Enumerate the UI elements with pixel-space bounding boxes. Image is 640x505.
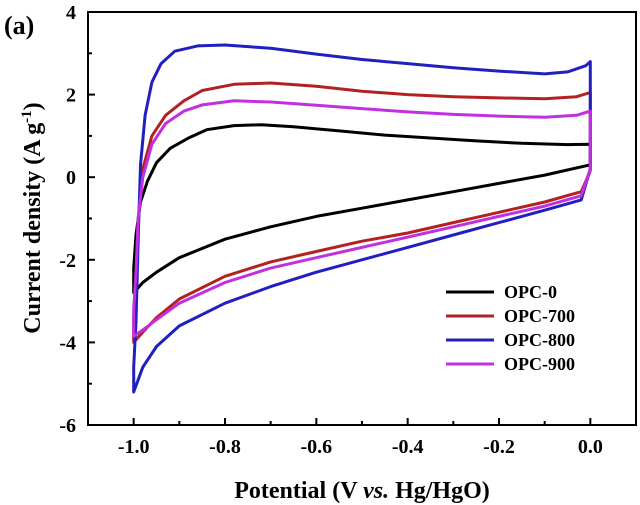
x-tick-label: -0.2 bbox=[483, 436, 515, 458]
y-axis-title: Current density (A g-1) bbox=[19, 102, 46, 333]
y-tick-label: 2 bbox=[66, 85, 76, 107]
series-line-opc-900 bbox=[132, 99, 592, 338]
x-tick-label: 0.0 bbox=[578, 436, 603, 458]
legend: OPC-0 OPC-700 OPC-800 OPC-900 bbox=[446, 282, 575, 374]
legend-label: OPC-700 bbox=[504, 306, 575, 326]
x-tick-label: -0.4 bbox=[392, 436, 424, 458]
y-axis-ticks: -6 -4 -2 0 2 4 bbox=[59, 2, 95, 437]
y-tick-label: -6 bbox=[59, 415, 76, 437]
panel-label: (a) bbox=[4, 11, 34, 40]
x-tick-label: -0.8 bbox=[209, 436, 241, 458]
series-layer bbox=[132, 43, 592, 394]
x-axis-ticks: -1.0 -0.8 -0.6 -0.4 -0.2 0.0 bbox=[87, 418, 637, 458]
legend-label: OPC-900 bbox=[504, 354, 575, 374]
series-line-opc-0 bbox=[132, 123, 592, 295]
legend-label: OPC-800 bbox=[504, 330, 575, 350]
x-axis-title: Potential (V vs. Hg/HgO) bbox=[234, 478, 490, 504]
y-tick-label: -4 bbox=[59, 332, 76, 354]
y-tick-label: -2 bbox=[59, 250, 76, 272]
x-tick-label: -0.6 bbox=[300, 436, 332, 458]
series-line-opc-800 bbox=[132, 43, 592, 394]
y-tick-label: 4 bbox=[66, 2, 76, 24]
y-tick-label: 0 bbox=[66, 167, 76, 189]
x-tick-label: -1.0 bbox=[118, 436, 150, 458]
legend-label: OPC-0 bbox=[504, 282, 557, 302]
